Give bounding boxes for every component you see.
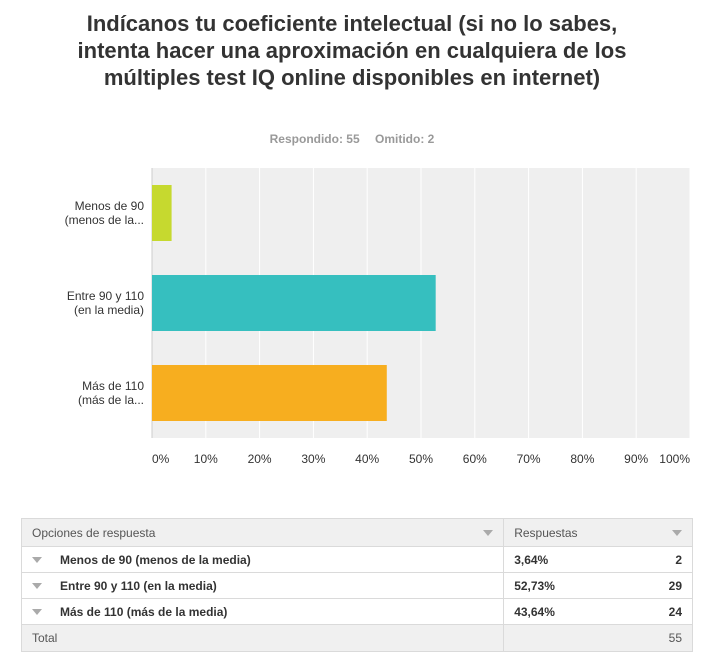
question-title: Indícanos tu coeficiente intelectual (si…: [77, 11, 627, 90]
tick-label: 40%: [355, 452, 379, 466]
responses-column-header[interactable]: Respuestas: [503, 518, 693, 547]
row-label: Más de 110 (más de la media): [60, 604, 228, 619]
sort-arrow-icon[interactable]: [672, 529, 682, 536]
row-label: Menos de 90 (menos de la media): [60, 552, 251, 567]
tick-label: 100%: [659, 452, 690, 466]
tick-label: 0%: [152, 452, 170, 466]
expand-arrow-icon[interactable]: [32, 582, 42, 589]
expand-arrow-icon[interactable]: [32, 556, 42, 563]
tick-label: 80%: [570, 452, 594, 466]
sort-arrow-icon[interactable]: [483, 529, 494, 536]
table-row: Menos de 90 (menos de la media) 3,64% 2: [20, 546, 693, 573]
category-label: Más de 110: [82, 379, 144, 393]
tick-label: 30%: [301, 452, 325, 466]
table-row: Entre 90 y 110 (en la media) 52,73% 29: [20, 572, 693, 599]
total-label: Total: [32, 631, 58, 645]
table-row: Más de 110 (más de la media) 43,64% 24: [20, 598, 693, 625]
row-count: 2: [675, 552, 682, 567]
bar-chart: Menos de 90(menos de la... Entre 90 y 110…: [65, 168, 691, 466]
row-count: 29: [668, 578, 682, 593]
bar: [152, 275, 436, 331]
row-percent: 52,73%: [514, 578, 555, 593]
skipped-count: Omitido: 2: [375, 132, 435, 146]
table-header-row: Opciones de respuesta Respuestas: [20, 518, 693, 547]
row-count: 24: [668, 604, 682, 619]
tick-label: 20%: [248, 452, 272, 466]
responses-column-label: Respuestas: [514, 525, 578, 540]
options-column-label: Opciones de respuesta: [32, 525, 156, 540]
category-label: Entre 90 y 110: [67, 289, 144, 303]
response-summary: Respondido: 55 Omitido: 2: [0, 132, 704, 146]
bar: [152, 185, 172, 241]
bar: [152, 365, 387, 421]
total-row: Total 55: [20, 624, 693, 652]
row-percent: 3,64%: [514, 552, 549, 567]
row-percent: 43,64%: [514, 604, 555, 619]
answered-count: Respondido: 55: [269, 132, 360, 146]
category-label: Menos de 90: [75, 199, 145, 213]
category-label: (menos de la...: [65, 213, 144, 227]
expand-arrow-icon[interactable]: [32, 608, 42, 615]
tick-label: 90%: [624, 452, 648, 466]
row-label: Entre 90 y 110 (en la media): [60, 578, 217, 593]
tick-label: 50%: [409, 452, 433, 466]
tick-label: 10%: [194, 452, 218, 466]
options-column-header[interactable]: Opciones de respuesta: [20, 518, 505, 547]
responses-table: Opciones de respuesta Respuestas Menos d…: [20, 518, 693, 652]
category-label: (en la media): [74, 303, 144, 317]
tick-label: 70%: [517, 452, 541, 466]
category-label: (más de la...: [78, 393, 144, 407]
total-count: 55: [668, 631, 682, 645]
tick-label: 60%: [463, 452, 487, 466]
